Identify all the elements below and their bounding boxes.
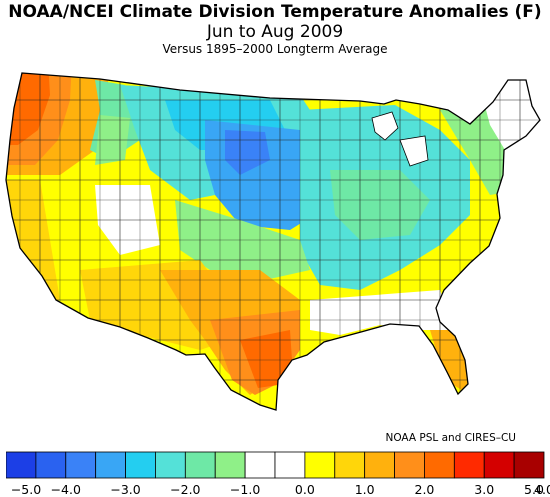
legend-tick-label: −4.0 xyxy=(50,482,81,497)
legend-tick-label: 2.0 xyxy=(414,482,435,497)
legend-swatch xyxy=(453,451,485,479)
legend-swatch xyxy=(483,451,515,479)
map-period: Jun to Aug 2009 xyxy=(206,22,344,42)
great-lakes-east xyxy=(399,135,429,167)
legend-tick-label: 4.0 xyxy=(534,482,550,497)
legend-tick-label: −5.0 xyxy=(10,482,42,497)
legend-swatch xyxy=(364,451,395,479)
legend-tick-label: 3.0 xyxy=(474,482,495,497)
us-anomaly-map xyxy=(5,72,541,411)
legend-swatch xyxy=(513,451,545,479)
legend-tick-label: −2.0 xyxy=(170,482,201,497)
legend-swatch xyxy=(35,451,67,479)
legend-tick-label: −3.0 xyxy=(110,482,141,497)
legend-swatch xyxy=(65,451,97,479)
legend-tick-label: 5.0 xyxy=(524,482,544,497)
credit-label: NOAA PSL and CIRES–CU xyxy=(385,432,517,444)
legend-tick-label: 0.0 xyxy=(294,482,315,497)
legend-swatch xyxy=(304,451,336,479)
map-baseline: Versus 1895–2000 Longterm Average xyxy=(162,42,388,56)
legend-swatch xyxy=(125,451,156,479)
legend-swatch xyxy=(274,451,306,479)
legend-swatch xyxy=(155,451,186,479)
legend-swatch xyxy=(394,451,425,479)
legend-tick-label: −1.0 xyxy=(229,482,261,497)
legend-swatch xyxy=(184,451,216,479)
great-lakes xyxy=(371,111,399,141)
legend-tick-label: 1.0 xyxy=(354,482,375,497)
legend-swatch xyxy=(214,451,246,479)
map-title: NOAA/NCEI Climate Division Temperature A… xyxy=(8,2,542,22)
legend-swatch xyxy=(244,451,276,479)
legend-swatch xyxy=(334,451,366,479)
legend-swatch xyxy=(424,451,455,479)
legend-swatch xyxy=(95,451,126,479)
color-legend xyxy=(6,451,545,479)
legend-swatch xyxy=(6,451,37,479)
